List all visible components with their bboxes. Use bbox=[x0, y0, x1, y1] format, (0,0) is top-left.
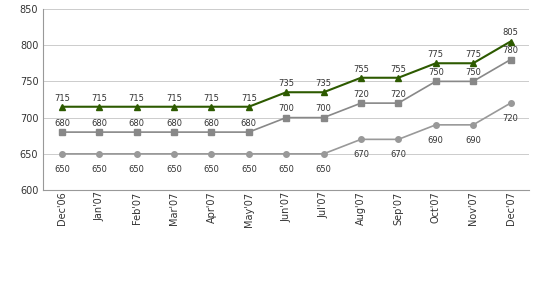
Europe bbox=[320, 116, 327, 119]
Text: 670: 670 bbox=[353, 151, 369, 159]
Text: 720: 720 bbox=[503, 114, 518, 123]
Text: 720: 720 bbox=[353, 90, 369, 99]
Text: 775: 775 bbox=[428, 50, 444, 59]
Europe bbox=[208, 130, 215, 134]
Text: 735: 735 bbox=[278, 79, 294, 88]
Text: 750: 750 bbox=[428, 68, 444, 77]
Text: 650: 650 bbox=[278, 165, 294, 174]
Text: 680: 680 bbox=[204, 119, 219, 128]
Text: 715: 715 bbox=[241, 94, 256, 102]
Text: 680: 680 bbox=[129, 119, 145, 128]
Text: 650: 650 bbox=[316, 165, 332, 174]
Asia bbox=[246, 152, 252, 156]
Text: 720: 720 bbox=[390, 90, 406, 99]
Text: 680: 680 bbox=[91, 119, 107, 128]
Asia bbox=[507, 101, 514, 105]
Asia bbox=[283, 152, 289, 156]
USA bbox=[433, 61, 439, 65]
Text: 755: 755 bbox=[390, 64, 406, 74]
Europe bbox=[171, 130, 177, 134]
Text: 650: 650 bbox=[241, 165, 256, 174]
Text: 780: 780 bbox=[503, 46, 518, 56]
USA bbox=[320, 91, 327, 94]
Europe bbox=[507, 58, 514, 61]
Text: 700: 700 bbox=[316, 105, 332, 113]
Europe bbox=[96, 130, 103, 134]
USA bbox=[171, 105, 177, 108]
USA bbox=[357, 76, 364, 80]
Line: Asia: Asia bbox=[59, 100, 514, 157]
Line: USA: USA bbox=[58, 38, 514, 110]
Text: 805: 805 bbox=[503, 28, 518, 37]
Europe bbox=[283, 116, 289, 119]
Text: 650: 650 bbox=[129, 165, 145, 174]
Text: 690: 690 bbox=[465, 136, 481, 145]
Text: 715: 715 bbox=[166, 94, 182, 102]
USA bbox=[507, 40, 514, 43]
Europe bbox=[433, 80, 439, 83]
Text: 680: 680 bbox=[166, 119, 182, 128]
Text: 650: 650 bbox=[54, 165, 70, 174]
Asia bbox=[320, 152, 327, 156]
Asia bbox=[357, 138, 364, 141]
Text: 735: 735 bbox=[315, 79, 332, 88]
Asia bbox=[133, 152, 140, 156]
Asia bbox=[470, 123, 476, 127]
Text: 775: 775 bbox=[465, 50, 481, 59]
Europe bbox=[246, 130, 252, 134]
USA bbox=[283, 91, 289, 94]
USA bbox=[246, 105, 252, 108]
Asia bbox=[395, 138, 402, 141]
Line: Europe: Europe bbox=[59, 57, 514, 135]
Europe bbox=[357, 101, 364, 105]
Europe bbox=[59, 130, 65, 134]
USA bbox=[59, 105, 65, 108]
Text: 750: 750 bbox=[465, 68, 481, 77]
Europe bbox=[395, 101, 402, 105]
Asia bbox=[171, 152, 177, 156]
Asia bbox=[96, 152, 103, 156]
Europe bbox=[133, 130, 140, 134]
Text: 650: 650 bbox=[166, 165, 182, 174]
USA bbox=[395, 76, 402, 80]
Text: 715: 715 bbox=[91, 94, 107, 102]
Text: 700: 700 bbox=[278, 105, 294, 113]
USA bbox=[208, 105, 215, 108]
Text: 680: 680 bbox=[241, 119, 257, 128]
USA bbox=[470, 61, 476, 65]
USA bbox=[96, 105, 103, 108]
Text: 670: 670 bbox=[390, 151, 407, 159]
USA bbox=[133, 105, 140, 108]
Text: 715: 715 bbox=[54, 94, 70, 102]
Text: 715: 715 bbox=[204, 94, 219, 102]
Text: 650: 650 bbox=[91, 165, 107, 174]
Asia bbox=[433, 123, 439, 127]
Text: 680: 680 bbox=[54, 119, 70, 128]
Text: 715: 715 bbox=[129, 94, 145, 102]
Asia bbox=[208, 152, 215, 156]
Text: 690: 690 bbox=[428, 136, 444, 145]
Asia bbox=[59, 152, 65, 156]
Europe bbox=[470, 80, 476, 83]
Text: 650: 650 bbox=[204, 165, 219, 174]
Text: 755: 755 bbox=[353, 64, 369, 74]
